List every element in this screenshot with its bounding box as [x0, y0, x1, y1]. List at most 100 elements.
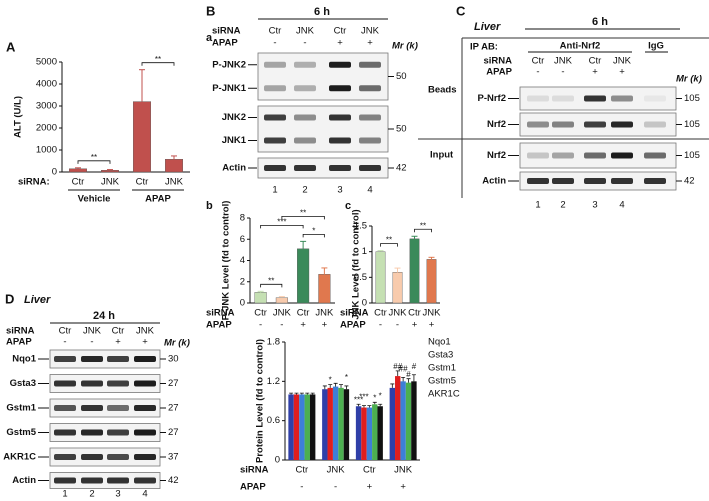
row-label: siRNA	[212, 26, 241, 37]
error-bar	[390, 383, 395, 388]
bar	[100, 170, 119, 173]
y-tick-label: 3000	[36, 101, 57, 112]
treatment-label: +	[115, 337, 121, 348]
treatment-label: -	[90, 337, 93, 348]
x-tick-label: JNK	[165, 177, 184, 188]
control-label: IgG	[648, 41, 664, 52]
error-bar	[294, 392, 299, 395]
treatment-label: +	[337, 38, 343, 49]
row-label: siRNA	[483, 56, 512, 67]
band	[552, 95, 574, 102]
error-bar	[372, 401, 377, 405]
error-bar	[378, 403, 383, 407]
lane-label: JNK	[613, 56, 632, 67]
bar	[254, 292, 267, 304]
band	[81, 405, 103, 411]
band	[134, 429, 156, 436]
bar	[400, 381, 406, 460]
y-tick-label: 2000	[36, 123, 57, 134]
bar	[332, 386, 339, 460]
treatment-label: +	[400, 482, 406, 493]
band	[329, 165, 351, 171]
bar	[322, 389, 328, 460]
band	[644, 178, 666, 184]
bar	[343, 389, 350, 460]
band	[134, 380, 156, 387]
bar	[297, 248, 310, 304]
significance-label: ***	[277, 217, 286, 226]
error-bar	[299, 392, 304, 395]
y-tick-label: 1.5	[354, 221, 367, 232]
x-tick-label: Ctr	[297, 308, 310, 319]
row-label: siRNA:	[18, 177, 50, 188]
bar	[318, 274, 331, 304]
y-tick-label: 8	[240, 213, 245, 224]
band	[294, 114, 316, 121]
band	[54, 429, 76, 436]
y-tick-label: 0	[240, 298, 245, 309]
lane-label: Ctr	[59, 326, 72, 337]
lane-label: Ctr	[112, 326, 125, 337]
significance-bracket	[302, 233, 325, 238]
row-label: siRNA	[6, 326, 35, 337]
x-tick-label: Ctr	[408, 308, 421, 319]
y-tick-label: 0	[52, 167, 57, 178]
ip-antibody: Anti-Nrf2	[560, 41, 601, 52]
band-label: Gstm5	[6, 427, 36, 438]
marker-label: 105	[684, 119, 700, 130]
legend-label: Gstm5	[428, 376, 456, 387]
significance-label: #	[412, 362, 417, 371]
band	[527, 152, 549, 159]
row-label: APAP	[212, 38, 238, 49]
y-tick-label: 1.8	[267, 337, 280, 348]
error-bar	[305, 392, 310, 395]
group-label: Vehicle	[78, 194, 111, 205]
marker-label: 37	[168, 452, 179, 463]
x-tick-label: Ctr	[363, 465, 376, 476]
panel-label: B	[206, 3, 215, 18]
significance-label: ##	[399, 365, 408, 374]
band	[359, 137, 381, 144]
treatment-label: +	[322, 320, 328, 331]
band	[294, 61, 316, 68]
band	[329, 137, 351, 144]
band	[264, 165, 286, 171]
lane-number: 2	[302, 185, 307, 196]
marker-label: 105	[684, 93, 700, 104]
significance-label: **	[91, 153, 97, 162]
error-bar	[300, 240, 307, 249]
error-bar	[139, 69, 145, 102]
significance-label: ##	[393, 362, 402, 371]
band-label: Gsta3	[10, 378, 36, 389]
significance-label: *	[373, 393, 376, 402]
band	[584, 152, 606, 159]
y-axis-label: JNK Level (fd to control)	[351, 209, 362, 319]
x-tick-label: JNK	[273, 308, 292, 319]
band-label: Nrf2	[487, 119, 506, 130]
treatment-label: -	[300, 482, 303, 493]
treatment-label: -	[63, 337, 66, 348]
x-tick-label: JNK	[101, 177, 120, 188]
band	[264, 137, 286, 144]
y-tick-label: 0	[362, 298, 367, 309]
lane-label: JNK	[554, 56, 573, 67]
band	[329, 114, 351, 121]
error-bar	[339, 384, 344, 388]
y-tick-label: 5000	[36, 57, 57, 68]
mr-label: Mr (k)	[392, 41, 418, 52]
significance-label: **	[268, 276, 274, 285]
x-tick-label: Ctr	[374, 308, 387, 319]
x-tick-label: Ctr	[296, 465, 309, 476]
lane-label: Ctr	[334, 26, 347, 37]
blot-title: 6 h	[592, 16, 608, 28]
bar	[68, 168, 87, 173]
y-tick-label: 1.2	[267, 376, 280, 387]
bar	[132, 101, 151, 173]
lane-label: Ctr	[589, 56, 602, 67]
panel-label: b	[206, 200, 213, 212]
bar	[355, 406, 362, 460]
section-label: Beads	[428, 85, 457, 96]
band	[134, 356, 156, 362]
band	[81, 477, 103, 484]
band	[107, 477, 129, 484]
